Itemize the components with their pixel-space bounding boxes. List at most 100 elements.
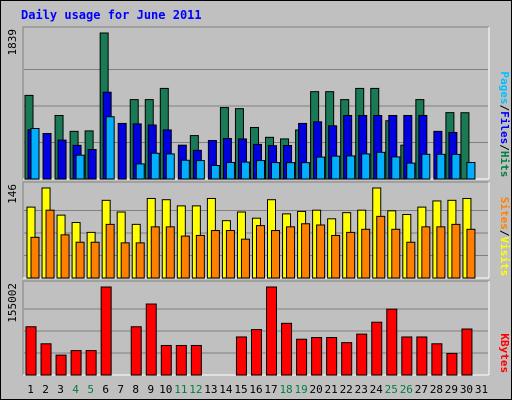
bar-pages [240,161,250,180]
x-tick-label: 2 [42,383,49,396]
bar-sites [165,226,175,279]
legend-item: / [498,230,511,237]
bar-pages [436,153,446,180]
bar-kbytes [85,350,97,376]
x-tick-label: 17 [264,383,277,396]
bar-sites [376,215,386,279]
bar-pages [376,151,386,180]
bar-pages [195,160,205,180]
bar-sites [210,230,220,279]
legend-item: KBytes [498,333,511,373]
bar-kbytes [341,342,353,376]
bar-pages [165,153,175,180]
bar-kbytes [250,329,262,376]
bar-kbytes [416,336,428,376]
bar-kbytes [235,336,247,376]
bar-pages [346,155,356,180]
x-tick-label: 3 [57,383,64,396]
bar-pages [30,128,40,180]
x-tick-label: 20 [310,383,323,396]
bar-kbytes [431,343,443,376]
bar-files [57,139,67,180]
bar-pages [391,156,401,180]
bar-kbytes [446,352,458,376]
bar-sites [135,242,145,279]
bar-sites [180,235,190,279]
bar-kbytes [401,336,413,376]
legend-item: Visits [498,237,511,277]
chart-title: Daily usage for June 2011 [21,8,202,22]
bar-kbytes [190,344,202,376]
legend-item: Sites [498,197,511,230]
bar-files [87,149,97,180]
bar-sites [240,238,250,279]
x-tick-label: 14 [219,383,233,396]
x-tick-label: 6 [102,383,109,396]
bar-kbytes [461,328,473,376]
bar-pages [135,163,145,180]
bar-sites [255,225,265,279]
bar-kbytes [356,333,368,376]
x-tick-label: 27 [415,383,428,396]
bar-sites [451,223,461,279]
bar-pages [331,155,341,180]
x-tick-label: 10 [159,383,172,396]
bar-pages [210,165,220,180]
x-tick-label: 11 [174,383,187,396]
legend-item: Hits [498,151,511,178]
x-tick-label: 18 [279,383,292,396]
bar-pages [361,153,371,180]
x-tick-label: 8 [132,383,139,396]
x-tick-label: 4 [72,383,79,396]
bar-kbytes [175,344,187,376]
bar-sites [361,228,371,279]
bar-pages [286,162,296,180]
y-max-label: 1839 [6,29,19,56]
x-tick-label: 5 [87,383,94,396]
legend: Sites/Visits [498,197,511,276]
bar-sites [421,226,431,279]
bar-sites [225,230,235,279]
x-tick-label: 31 [475,383,488,396]
legend-item: Files [498,111,511,144]
x-tick-label: 16 [249,383,262,396]
x-tick-label: 25 [385,383,398,396]
bar-files [117,122,127,180]
bar-kbytes [55,354,67,376]
bar-sites [286,226,296,279]
legend-item: / [498,144,511,151]
bar-sites [466,228,476,279]
bar-sites [195,234,205,279]
bar-sites [75,241,85,279]
bar-sites [346,231,356,279]
bar-sites [60,234,70,279]
bar-kbytes [25,326,37,376]
bar-kbytes [160,344,172,376]
bar-sites [316,224,326,279]
bar-sites [45,209,55,279]
bar-pages [75,154,85,180]
bar-kbytes [281,322,293,376]
bar-pages [225,161,235,180]
x-tick-label: 12 [189,383,202,396]
x-tick-label: 1 [27,383,34,396]
bar-kbytes [371,321,383,376]
bar-kbytes [296,338,308,376]
y-max-label: 155002 [6,283,19,323]
bar-sites [436,226,446,279]
bar-pages [150,152,160,180]
bar-pages [105,116,115,180]
bar-pages [421,153,431,180]
bar-sites [105,223,115,279]
bar-kbytes [311,337,323,376]
x-tick-label: 9 [147,383,154,396]
x-tick-label: 21 [325,383,338,396]
x-tick-label: 24 [370,383,384,396]
legend-item: Pages [498,71,511,104]
legend-item: / [498,105,511,112]
bar-kbytes [40,343,52,376]
bar-kbytes [145,303,157,376]
bar-sites [30,236,40,279]
